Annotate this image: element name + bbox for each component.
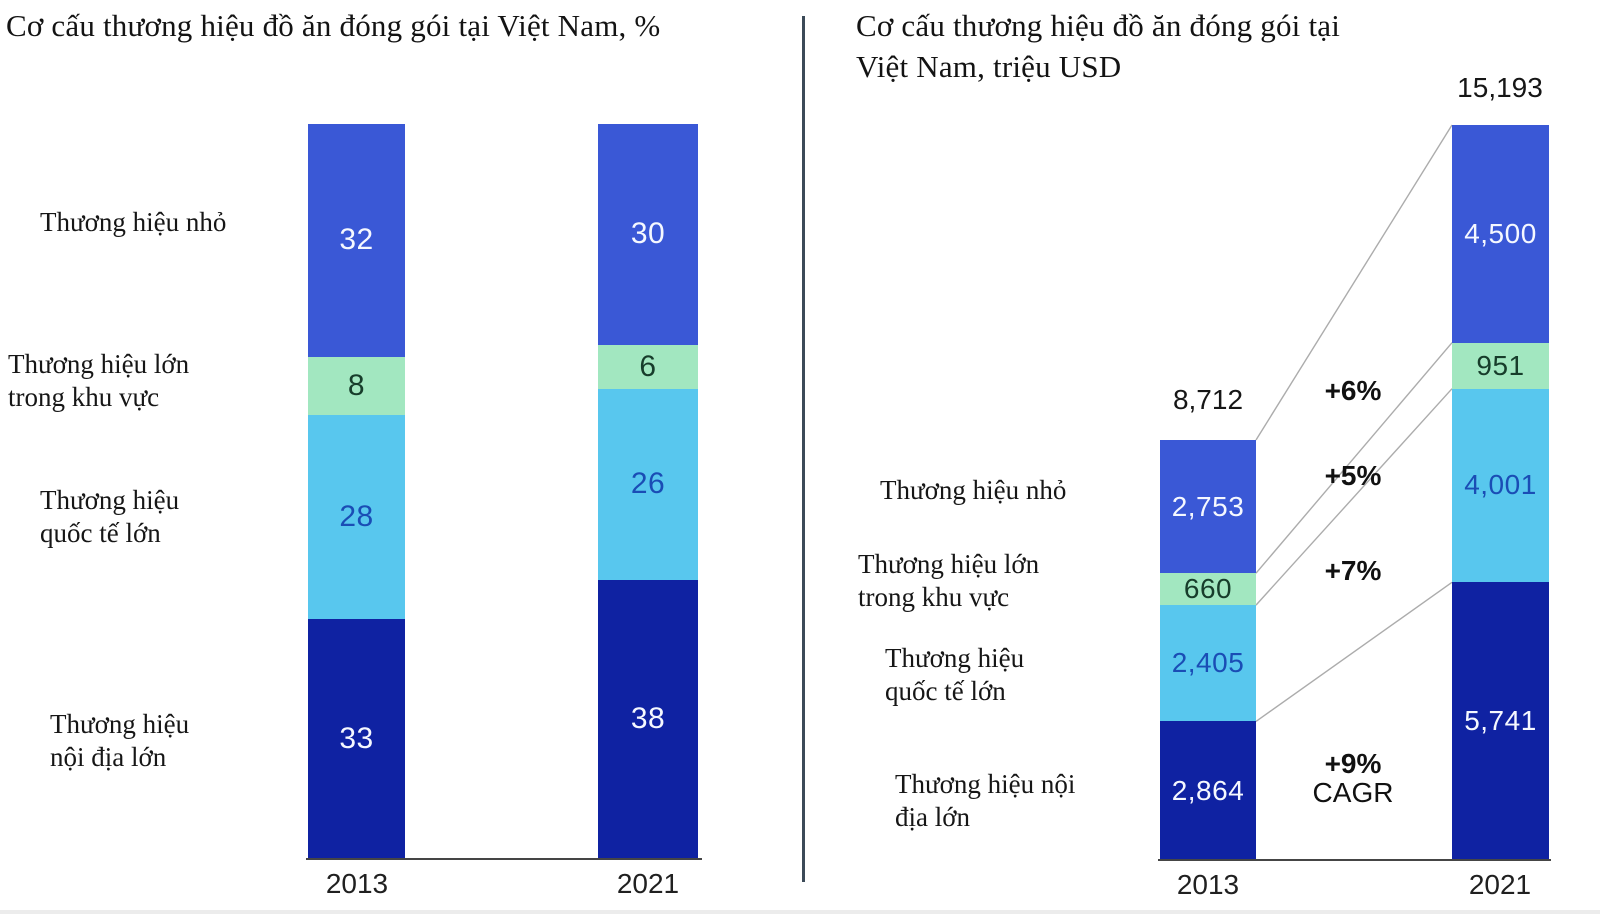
cagr-sub-label: CAGR	[1312, 777, 1394, 809]
bar-segment-2021-mint: 6	[598, 344, 698, 389]
cagr-annotation: +9% CAGR	[1268, 749, 1438, 808]
category-label: Thương hiệu lớn trong khu vực	[858, 549, 1040, 613]
right-chart-title: Cơ cấu thương hiệu đồ ăn đóng gói tại Vi…	[856, 8, 1341, 84]
bar-segment-2013-royal: 2,753	[1160, 440, 1256, 574]
bar-segment-2013-mint: 8	[308, 356, 405, 416]
bottom-artifact-strip	[0, 910, 1600, 914]
bar-segment-2021-royal: 30	[598, 124, 698, 345]
bar-segment-2021-navy: 5,741	[1452, 582, 1549, 860]
cagr-annotation: +6%	[1324, 375, 1382, 406]
connector-line	[1255, 388, 1453, 606]
cagr-annotation: +5%	[1324, 460, 1382, 491]
year-label-2021: 2021	[616, 868, 680, 899]
total-label-2021: 15,193	[1457, 72, 1543, 103]
bar-segment-2021-mint: 951	[1452, 342, 1549, 389]
bar-segment-2021-navy: 38	[598, 579, 698, 859]
category-label: Thương hiệu nội địa lớn	[895, 769, 1076, 833]
year-label-2013: 2013	[1176, 869, 1240, 900]
bar-segment-2013-navy: 2,864	[1160, 721, 1256, 860]
connector-line	[1255, 342, 1453, 574]
left-chart-title: Cơ cấu thương hiệu đồ ăn đóng gói tại Vi…	[6, 8, 661, 43]
bar-segment-2021-royal: 4,500	[1452, 125, 1549, 343]
connector-line	[1255, 581, 1453, 722]
chart-divider	[802, 16, 805, 882]
bar-segment-2013-cyan: 2,405	[1160, 605, 1256, 722]
year-label-2013: 2013	[325, 868, 389, 899]
total-label-2013: 8,712	[1172, 384, 1244, 415]
axis-baseline	[306, 858, 702, 860]
bar-segment-2021-cyan: 4,001	[1452, 388, 1549, 583]
bar-segment-2013-navy: 33	[308, 618, 405, 859]
bar-segment-2013-cyan: 28	[308, 415, 405, 619]
category-label: Thương hiệu quốc tế lớn	[40, 485, 180, 549]
bar-segment-2013-royal: 32	[308, 124, 405, 357]
category-label: Thương hiệu lớn trong khu vực	[8, 349, 190, 413]
year-label-2021: 2021	[1468, 869, 1532, 900]
connector-line	[1255, 124, 1453, 441]
category-label: Thương hiệu nhỏ	[880, 475, 1067, 505]
cagr-annotation: +7%	[1324, 555, 1382, 586]
category-label: Thương hiệu nhỏ	[40, 207, 227, 237]
category-label: Thương hiệu quốc tế lớn	[885, 643, 1025, 707]
category-label: Thương hiệu nội địa lớn	[50, 709, 190, 773]
axis-baseline	[1158, 859, 1551, 861]
bar-segment-2013-mint: 660	[1160, 573, 1256, 606]
bar-segment-2021-cyan: 26	[598, 388, 698, 580]
